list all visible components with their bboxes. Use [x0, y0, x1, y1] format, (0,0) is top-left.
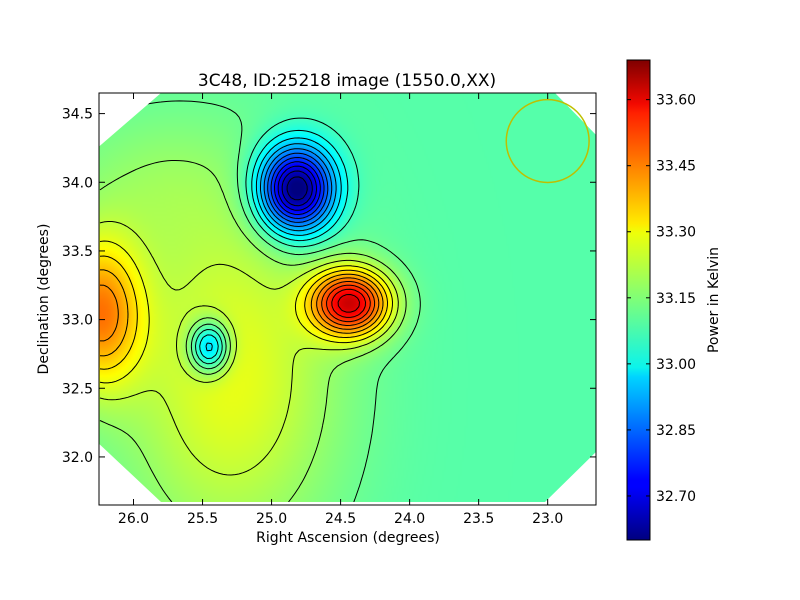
contour-line — [321, 281, 376, 326]
contour-line — [99, 221, 399, 476]
x-tick-label: 25.0 — [256, 511, 287, 527]
contour-line — [99, 100, 421, 502]
contour-line — [263, 148, 333, 227]
x-tick-label: 24.0 — [394, 511, 425, 527]
contour-line — [199, 129, 349, 359]
beam-circle — [505, 98, 590, 184]
colorbar-tick-label: 33.15 — [656, 291, 696, 307]
colorbar-tick-label: 33.00 — [656, 357, 696, 373]
heatmap-layer — [99, 93, 596, 502]
colorbar-tick-label: 32.70 — [656, 489, 696, 505]
contour-line — [274, 161, 321, 215]
x-tick-label: 23.5 — [463, 511, 494, 527]
colorbar: 32.70 32.85 33.00 33.15 33.30 33.45 33.60 Powe… — [626, 59, 722, 541]
colorbar-tick-label: 33.60 — [656, 93, 696, 109]
y-tick-label: 32.5 — [62, 381, 93, 397]
x-axis-ticks: 26.0 25.5 25.0 24.5 24.0 23.5 23.0 — [118, 93, 563, 527]
contour-lines — [99, 100, 421, 502]
contour-line — [260, 143, 337, 232]
y-tick-label: 32.0 — [62, 450, 93, 466]
contour-line — [331, 288, 366, 318]
y-axis-ticks: 32.0 32.5 33.0 33.5 34.0 34.5 — [62, 107, 596, 466]
contour-line — [99, 277, 380, 342]
contour-line — [99, 269, 384, 357]
contour-line — [267, 152, 329, 223]
plot-frame — [98, 92, 597, 506]
y-tick-label: 34.5 — [62, 107, 93, 123]
contour-line — [205, 137, 342, 352]
plot-area: 26.0 25.5 25.0 24.5 24.0 23.5 23.0 32.0 32.5 33.… — [62, 92, 597, 527]
contour-line — [277, 165, 317, 211]
y-tick-label: 33.0 — [62, 313, 93, 329]
x-axis-label: Right Ascension (degrees) — [256, 530, 440, 546]
contour-line — [99, 160, 407, 502]
contour-line — [326, 284, 371, 323]
x-tick-label: 25.5 — [187, 511, 218, 527]
colorbar-label: Power in Kelvin — [706, 247, 722, 353]
contour-line — [195, 117, 360, 365]
contour-line — [281, 170, 313, 207]
contour-line — [99, 255, 388, 370]
contour-line — [99, 240, 393, 384]
y-axis-label: Declination (degrees) — [36, 224, 52, 375]
x-tick-label: 26.0 — [118, 511, 149, 527]
heatmap-image — [99, 93, 596, 502]
contour-line — [337, 294, 360, 313]
y-tick-label: 33.5 — [62, 244, 93, 260]
chart-title: 3C48, ID:25218 image (1550.0,XX) — [198, 71, 496, 91]
x-tick-label: 23.0 — [532, 511, 563, 527]
colorbar-gradient — [626, 59, 651, 541]
colorbar-tick-label: 33.45 — [656, 159, 696, 175]
y-tick-label: 34.0 — [62, 175, 93, 191]
contour-line — [286, 176, 308, 201]
colorbar-tick-label: 32.85 — [656, 423, 696, 439]
contour-line — [270, 157, 325, 219]
colorbar-ticks: 32.70 32.85 33.00 33.15 33.30 33.45 33.60 — [627, 93, 696, 505]
x-tick-label: 24.5 — [325, 511, 356, 527]
colorbar-tick-label: 33.30 — [656, 225, 696, 241]
